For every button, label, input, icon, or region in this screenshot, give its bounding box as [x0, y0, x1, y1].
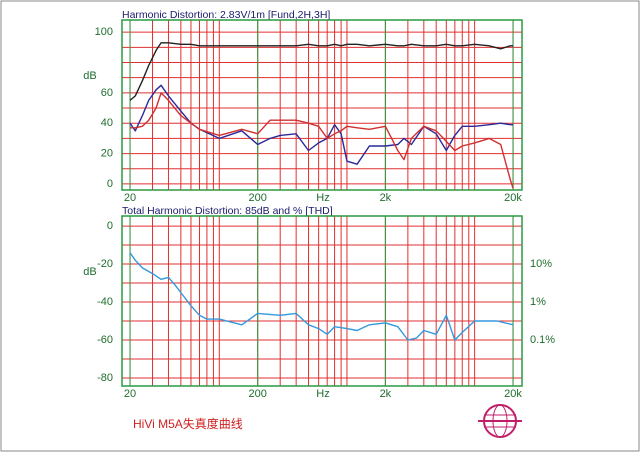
x-tick-label: 20k [504, 388, 522, 400]
y-tick-label: -80 [97, 372, 113, 384]
logo [478, 404, 522, 438]
series-line [129, 252, 514, 341]
y-tick-label: 60 [101, 87, 113, 99]
y-tick-label: -40 [97, 296, 113, 308]
y-tick-label: 100 [95, 26, 113, 38]
x-tick-label: 20 [124, 388, 136, 400]
x-tick-label: 20 [124, 192, 136, 204]
x-tick-label: 20k [504, 192, 522, 204]
y-tick-label: 0 [107, 178, 113, 190]
y-tick-label: 40 [101, 117, 113, 129]
plot-frame [121, 19, 523, 191]
x-tick-label: 2k [380, 192, 392, 204]
x-axis-label: Hz [316, 192, 329, 204]
y2-tick-label: 0.1% [530, 334, 555, 346]
x-tick-label: 200 [249, 192, 267, 204]
series-line [129, 42, 514, 101]
y2-tick-label: 1% [530, 296, 546, 308]
x-tick-label: 200 [249, 388, 267, 400]
y-tick-label: 0 [107, 220, 113, 232]
chart-title: Total Harmonic Distortion: 85dB and % [T… [122, 205, 333, 217]
series-line [130, 92, 514, 189]
y-tick-label: 20 [101, 147, 113, 159]
chart-title: Harmonic Distortion: 2.83V/1m [Fund,2H,3… [122, 9, 330, 21]
y-tick-label: -60 [97, 334, 113, 346]
caption: HiVi M5A失真度曲线 [133, 416, 243, 431]
y-tick-label: -20 [97, 258, 113, 270]
plot-frame [121, 215, 523, 387]
y2-tick-label: 10% [530, 258, 552, 270]
y-axis-label: dB [83, 266, 96, 278]
x-tick-label: 2k [380, 388, 392, 400]
series-line [129, 84, 514, 165]
x-axis-label: Hz [316, 388, 329, 400]
y-axis-label: dB [83, 70, 96, 82]
